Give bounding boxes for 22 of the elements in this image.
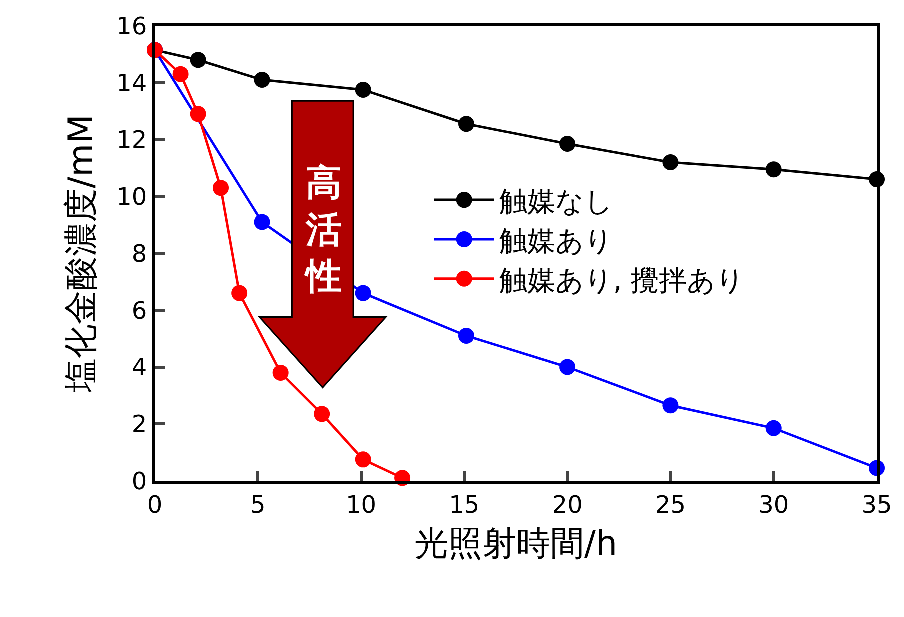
x-tick-label: 15 [449,490,480,519]
x-tick-label: 5 [250,490,266,519]
legend-label: 触媒なし [499,184,614,218]
y-tick-label: 6 [132,296,148,325]
y-tick-label: 10 [116,183,148,212]
x-tick-label: 20 [552,490,583,519]
annotation: 高活性 [304,163,342,298]
y-tick-label: 12 [116,126,148,154]
x-axis-title: 光照射時間/h [414,524,618,564]
x-tick-label: 10 [346,490,377,519]
y-tick-label: 0 [132,467,148,496]
legend-label: 触媒あり, 攪拌あり [499,264,746,297]
y-tick-label: 14 [116,69,148,98]
x-tick-label: 25 [655,490,686,519]
y-tick-label: 8 [132,240,148,268]
legend-label: 触媒あり [499,224,614,258]
y-axis-title: 塩化金酸濃度/mM [61,114,102,394]
y-tick-label: 2 [132,410,148,439]
x-tick-label: 35 [862,490,892,519]
y-tick-label: 4 [132,354,148,382]
y-tick-label: 16 [116,12,148,40]
x-tick-label: 30 [758,490,790,519]
